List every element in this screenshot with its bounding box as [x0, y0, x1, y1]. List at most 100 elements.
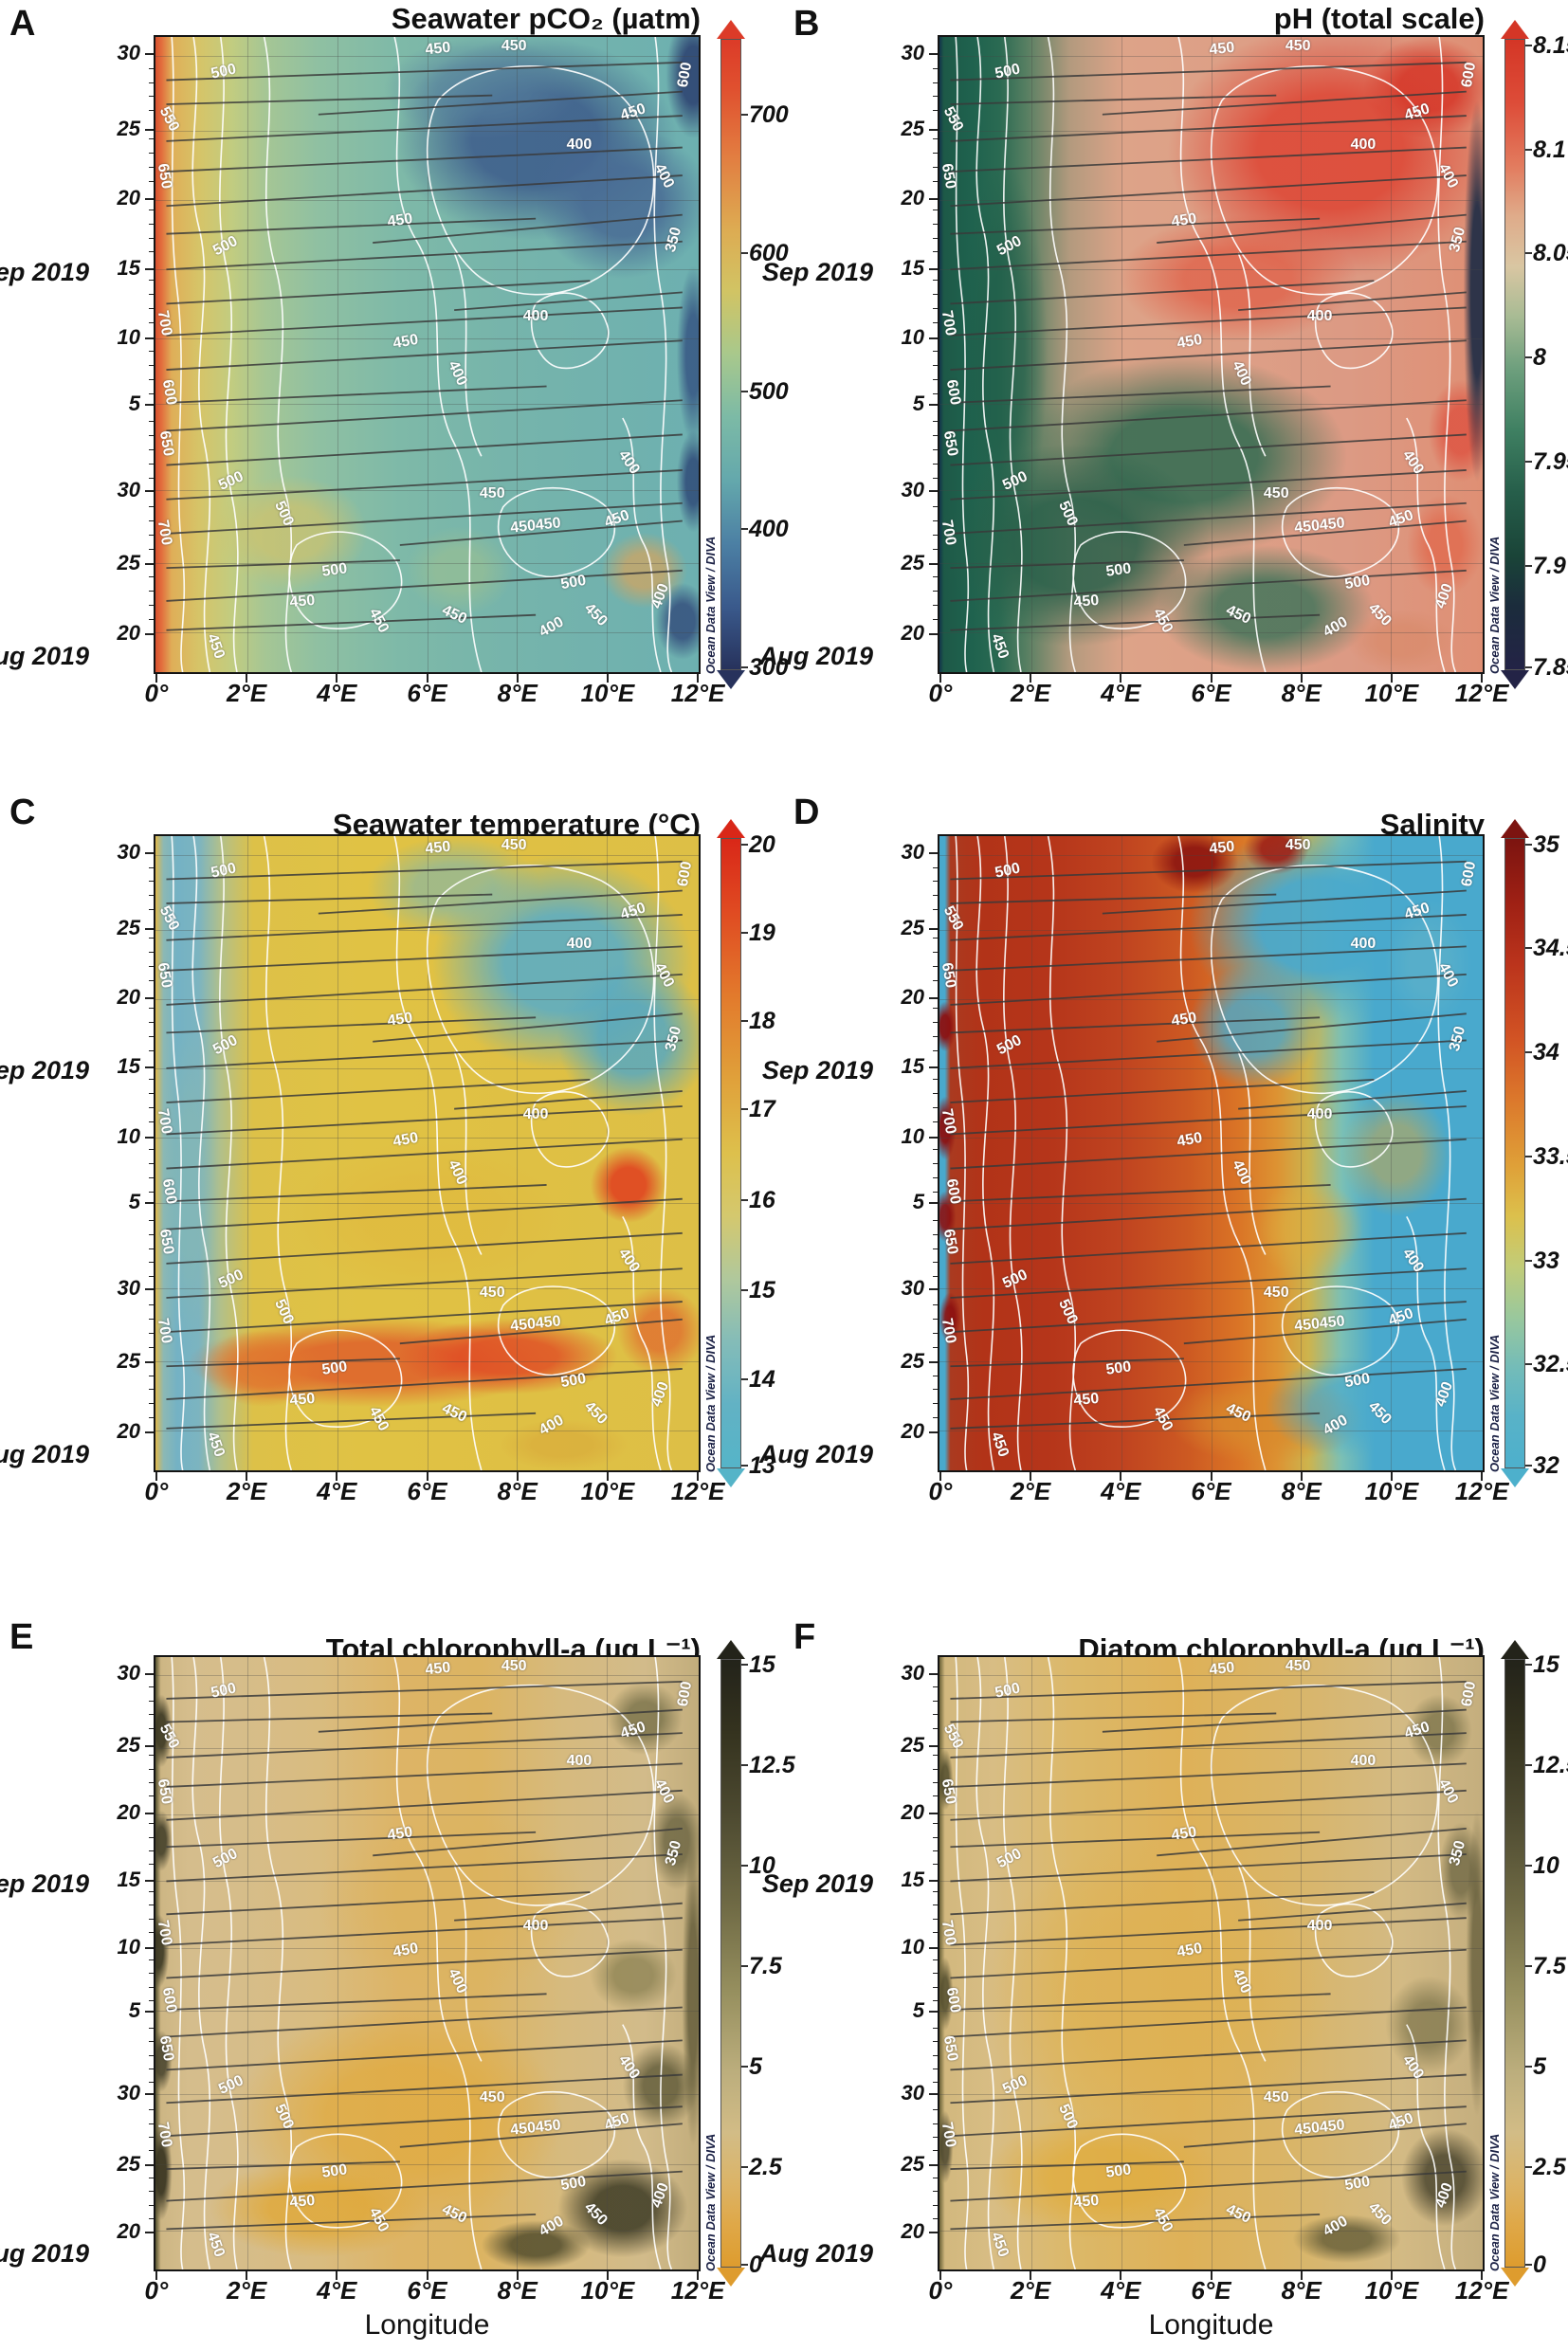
y-axis-tick [929, 996, 938, 999]
colorbar-tick [1525, 1965, 1532, 1968]
y-axis-tick [145, 267, 154, 270]
y-axis-tick [145, 2010, 154, 2013]
gridline-horizontal [155, 269, 699, 271]
gridline-horizontal [155, 930, 699, 931]
colorbar-tick-label: 32 [1533, 1451, 1559, 1479]
contour-label: 500 [320, 2160, 349, 2181]
y-axis-tick [145, 489, 154, 492]
x-axis-label: 0° [928, 679, 953, 707]
gridline-vertical [337, 836, 338, 1470]
contour-label: 450 [1072, 2192, 1100, 2212]
y-axis-minor-tick [933, 2027, 938, 2029]
x-axis-label: 4°E [317, 679, 357, 707]
ship-track-line [166, 434, 682, 465]
contour-line [532, 293, 609, 368]
y-axis-minor-tick [149, 464, 154, 465]
y-axis-minor-tick [149, 1823, 154, 1825]
y-axis-minor-tick [933, 1346, 938, 1348]
contour-line [976, 1657, 994, 2269]
x-axis-tick [1390, 674, 1393, 683]
colorbar-tick [1525, 2166, 1532, 2169]
contour-line [394, 37, 482, 672]
ship-track-line [950, 1892, 1374, 1914]
y-axis-day-label: 30 [901, 477, 924, 501]
y-axis-month-label: Sep 2019 [761, 1868, 873, 1898]
colorbar-tick-label: 32.5 [1533, 1351, 1568, 1378]
ship-track-line [166, 1713, 492, 1722]
colorbar-tick [1525, 44, 1532, 46]
y-axis-minor-tick [933, 1700, 938, 1702]
ship-track-line [166, 895, 492, 903]
ship-track-line [166, 2161, 399, 2169]
contour-line [654, 1657, 671, 2269]
contour-label: 450 [386, 1010, 414, 1030]
y-axis-minor-tick [149, 308, 154, 310]
colorbar-A [720, 39, 741, 670]
y-axis-day-label: 20 [901, 984, 924, 1009]
x-axis-label: 10°E [1364, 679, 1419, 707]
panel-F-letter: F [793, 1617, 816, 1657]
x-axis-label: 2°E [226, 679, 267, 707]
gridline-horizontal [155, 2163, 699, 2165]
field-blob [939, 1292, 961, 1344]
ship-track-line [950, 148, 1466, 172]
y-axis-minor-tick [933, 435, 938, 437]
y-axis-minor-tick [933, 2041, 938, 2043]
y-axis-minor-tick [933, 2136, 938, 2138]
y-axis-minor-tick [933, 280, 938, 282]
colorbar-tick-label: 8.05 [1533, 240, 1568, 267]
gridline-horizontal [155, 1814, 699, 1816]
ship-track-line [319, 92, 683, 115]
y-axis-tick [145, 2232, 154, 2234]
ship-track-line [950, 1302, 1466, 1332]
contour-label: 450 [1263, 2089, 1289, 2106]
ship-track-line [166, 2040, 682, 2069]
contour-label: 500 [1104, 560, 1133, 580]
contour-label: 450 [501, 38, 527, 55]
odv-credit-label: Ocean Data View / DIVA [703, 2133, 718, 2271]
ship-track-line [166, 2008, 682, 2037]
x-axis-label: 4°E [317, 2276, 357, 2305]
field-blob [1466, 1810, 1483, 2117]
y-axis-tick [145, 1361, 154, 1364]
contour-line [956, 836, 968, 1470]
x-axis-label: 2°E [226, 2276, 267, 2305]
colorbar-B-bottom-arrow [1501, 670, 1529, 689]
y-axis-tick [145, 1813, 154, 1815]
y-axis-minor-tick [933, 1022, 938, 1024]
ship-track-line [166, 975, 682, 1005]
x-axis-label: 6°E [1191, 2276, 1231, 2305]
colorbar-tick [1525, 461, 1532, 464]
y-axis-minor-tick [933, 2123, 938, 2124]
gridline-horizontal [939, 1137, 1483, 1139]
odv-credit-label: Ocean Data View / DIVA [1487, 1334, 1502, 1472]
y-axis-day-label: 20 [901, 1418, 924, 1443]
y-axis-minor-tick [149, 2136, 154, 2138]
colorbar-tick-label: 8.15 [1533, 31, 1568, 59]
ship-track-line [1238, 1091, 1467, 1109]
contour-line [1004, 37, 1022, 672]
field-blob [367, 836, 541, 939]
field-blob [481, 2220, 591, 2269]
y-axis-tick [929, 1813, 938, 1815]
field-blob [155, 1914, 170, 1988]
gridline-horizontal [939, 200, 1483, 202]
colorbar-tick [741, 1764, 748, 1767]
x-axis-tick [336, 674, 338, 683]
gridline-vertical [1301, 836, 1303, 1470]
gridline-horizontal [155, 1675, 699, 1677]
y-axis-minor-tick [933, 180, 938, 182]
colorbar-C-bottom-arrow [717, 1468, 745, 1487]
y-axis-minor-tick [933, 1768, 938, 1770]
contour-label: 500 [1104, 2160, 1133, 2181]
contour-line [1238, 1051, 1266, 1254]
x-axis-label: 4°E [1101, 2276, 1141, 2305]
contour-line [1048, 37, 1076, 672]
ship-track-line [166, 1832, 536, 1848]
ship-track-line [950, 2214, 1320, 2230]
colorbar-tick [741, 1377, 748, 1380]
colorbar-tick-label: 2.5 [1533, 2154, 1566, 2181]
y-axis-minor-tick [149, 1022, 154, 1024]
contour-line [499, 2092, 615, 2178]
